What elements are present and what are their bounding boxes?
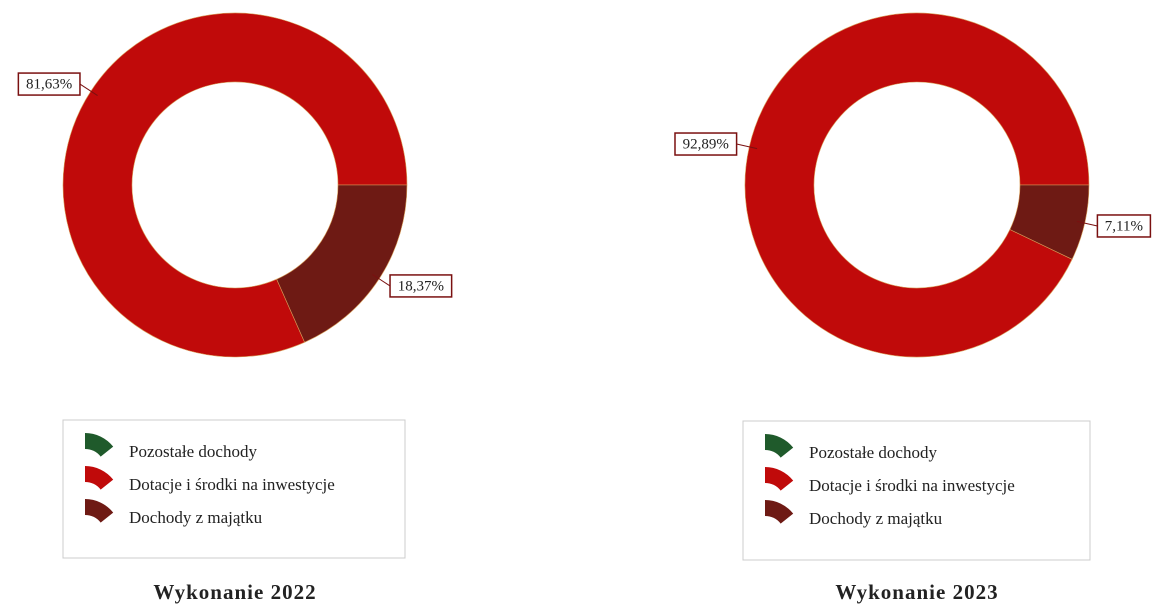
legend-icon [765, 467, 794, 491]
legend-icon [765, 500, 794, 524]
value-label-box [674, 132, 738, 156]
value-label-box [17, 72, 81, 96]
value-label: 81,63% [26, 77, 72, 93]
legend-icon [85, 466, 114, 490]
leader-line [736, 143, 758, 150]
chart-title: Wykonanie 2022 [153, 580, 316, 604]
chart-title: Wykonanie 2023 [835, 580, 998, 604]
legend-label: Pozostałe dochody [809, 443, 937, 462]
legend-icon [85, 433, 114, 457]
leader-line [1076, 220, 1098, 227]
legend-label: Dochody z majątku [129, 508, 263, 527]
legend-label: Dochody z majątku [809, 509, 943, 528]
value-label: 18,37% [398, 278, 444, 294]
donut-segment [744, 12, 1090, 358]
legend-label: Dotacje i środki na inwestycje [129, 475, 335, 494]
legend-label: Dotacje i środki na inwestycje [809, 476, 1015, 495]
legend-label: Pozostałe dochody [129, 442, 257, 461]
value-label: 7,11% [1105, 218, 1143, 234]
value-label-box [1096, 214, 1152, 238]
legend-box [742, 420, 1091, 561]
legend-icon [85, 499, 114, 523]
donut-segment [62, 12, 408, 358]
leader-line [79, 83, 98, 96]
legend-icon [765, 434, 794, 458]
leader-line [372, 274, 391, 287]
legend-box [62, 419, 406, 559]
value-label: 92,89% [683, 136, 729, 152]
donut-segment [276, 184, 408, 343]
value-label-box [389, 274, 453, 298]
donut-segment [1009, 184, 1090, 260]
